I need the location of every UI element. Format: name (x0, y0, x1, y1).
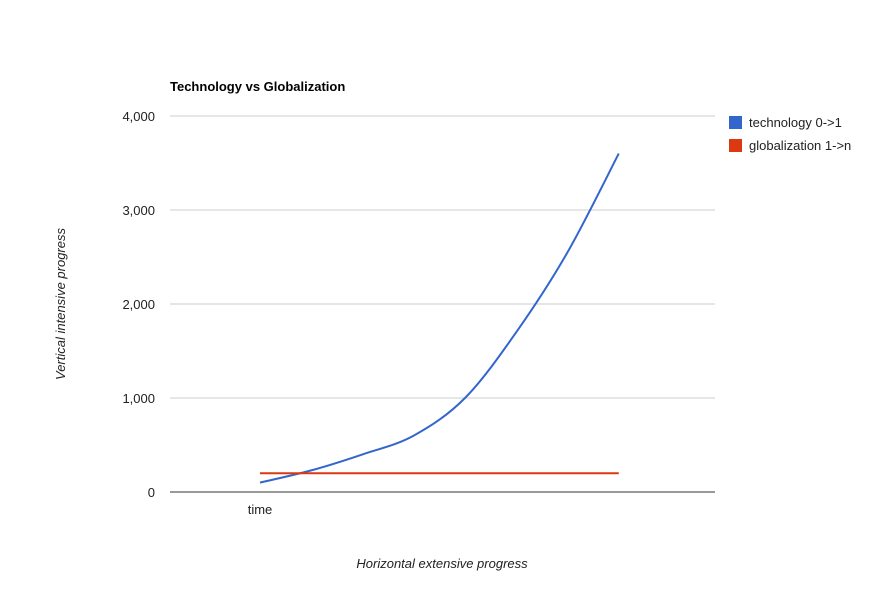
y-axis-title: Vertical intensive progress (53, 228, 68, 380)
y-axis-tick-labels: 0 1,000 2,000 3,000 4,000 (122, 109, 155, 500)
gridlines (170, 115, 715, 399)
y-tick-label: 1,000 (122, 391, 155, 406)
y-tick-label: 3,000 (122, 203, 155, 218)
series-lines (259, 153, 620, 484)
x-axis-tick-labels: time (248, 502, 273, 517)
legend-swatch (729, 116, 742, 129)
chart-title: Technology vs Globalization (170, 79, 345, 94)
legend: technology 0->1 globalization 1->n (729, 115, 851, 153)
y-tick-label: 0 (148, 485, 155, 500)
x-tick-label: time (248, 502, 273, 517)
y-tick-label: 4,000 (122, 109, 155, 124)
y-tick-label: 2,000 (122, 297, 155, 312)
x-axis-title: Horizontal extensive progress (356, 556, 528, 571)
series-line-technology (259, 153, 620, 484)
legend-label: globalization 1->n (749, 138, 851, 153)
legend-swatch (729, 139, 742, 152)
legend-label: technology 0->1 (749, 115, 842, 130)
